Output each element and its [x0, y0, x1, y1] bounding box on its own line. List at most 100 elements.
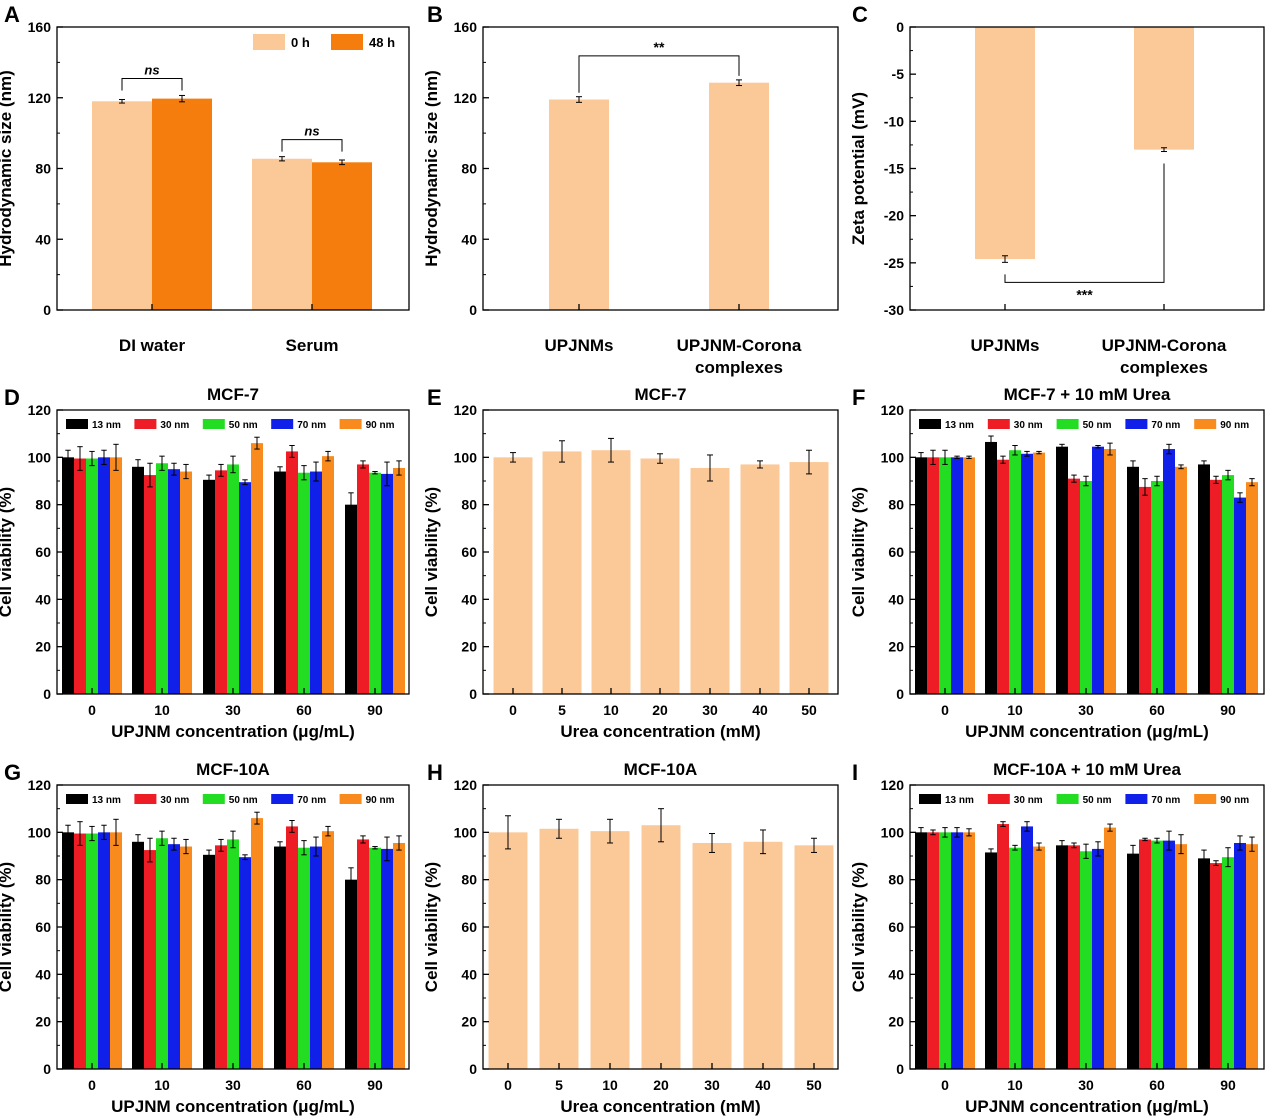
x-category-label: 0 [941, 702, 949, 718]
bar [539, 828, 579, 1069]
y-tick-label: 0 [896, 686, 904, 702]
y-tick-label: 40 [461, 231, 477, 247]
x-category-label: DI water [119, 336, 186, 355]
bar [369, 472, 381, 694]
x-category-label: 30 [225, 1077, 241, 1093]
bar [393, 842, 405, 1069]
y-tick-label: 20 [461, 639, 477, 655]
y-tick-label: 0 [469, 1061, 477, 1077]
bar [1092, 446, 1104, 694]
bar [939, 832, 951, 1069]
bar [310, 846, 322, 1069]
bar [168, 844, 180, 1069]
bar [1139, 486, 1151, 694]
legend-swatch [339, 419, 362, 429]
bar [927, 832, 939, 1069]
bar [590, 831, 630, 1069]
bar [168, 469, 180, 694]
x-category-label: 60 [296, 1077, 312, 1093]
chart-title: MCF-10A [624, 760, 698, 779]
bar [1151, 840, 1163, 1069]
x-category-label: 0 [88, 702, 96, 718]
y-tick-label: 0 [43, 686, 51, 702]
bar [274, 471, 286, 694]
chart-title: MCF-10A [196, 760, 270, 779]
significance-bracket [121, 77, 183, 91]
panel-g: 0 20 40 60 80 100 120 0 10 30 60 90 Cell viability (… [0, 760, 410, 1116]
legend-swatch [919, 419, 941, 429]
bar [1163, 449, 1175, 694]
y-tick-label: 40 [888, 591, 904, 607]
legend-label: 90 nm [1220, 420, 1249, 431]
y-axis-label: Cell viability (%) [0, 862, 15, 992]
x-category-label: 30 [1078, 702, 1094, 718]
significance-label: ** [654, 39, 665, 55]
legend-swatch [271, 419, 294, 429]
panel-letter: F [852, 385, 865, 410]
legend-label: 90 nm [1220, 795, 1249, 806]
bar [98, 457, 110, 694]
x-axis-label: Urea concentration (mM) [560, 722, 760, 741]
x-category-label: 40 [752, 702, 768, 718]
legend-swatch [66, 794, 88, 804]
legend-label: 13 nm [92, 795, 121, 806]
bar [743, 841, 783, 1069]
legend-label: 0 h [291, 35, 310, 50]
panel-i: 0 20 40 60 80 100 120 0 10 30 60 90 Cell viability (… [849, 760, 1265, 1116]
bar [357, 464, 369, 694]
bar [789, 462, 829, 694]
significance-label: *** [1076, 286, 1093, 302]
y-tick-label: 60 [35, 919, 51, 935]
bar [641, 825, 681, 1069]
x-category-label: Serum [286, 336, 339, 355]
y-tick-label: 60 [35, 544, 51, 560]
panel-letter: H [427, 760, 443, 785]
bar [1134, 27, 1194, 150]
y-tick-label: 100 [454, 449, 478, 465]
bar [239, 482, 251, 694]
bar [286, 826, 298, 1069]
bar [1163, 840, 1175, 1069]
bar [1068, 845, 1080, 1069]
bar [369, 847, 381, 1069]
bar [690, 467, 730, 694]
y-tick-label: 0 [896, 19, 904, 35]
x-category-label: 60 [1149, 1077, 1165, 1093]
y-axis-label: Cell viability (%) [0, 487, 15, 617]
legend-swatch [919, 794, 941, 804]
x-category-label: 0 [88, 1077, 96, 1093]
bar [951, 457, 963, 694]
panel-letter: E [427, 385, 442, 410]
y-axis-label: Hydrodynamic size (nm) [0, 70, 15, 267]
y-axis-label: Cell viability (%) [849, 487, 868, 617]
y-tick-label: 120 [28, 90, 52, 106]
bar [985, 852, 997, 1069]
y-tick-label: 60 [888, 919, 904, 935]
x-category-label: 50 [806, 1077, 822, 1093]
legend-label: 30 nm [1014, 420, 1043, 431]
chart-title: MCF-7 [207, 385, 259, 404]
bar [132, 466, 144, 694]
y-tick-label: 40 [461, 966, 477, 982]
significance-bracket [281, 139, 343, 152]
legend-swatch [202, 794, 225, 804]
bar [1246, 844, 1258, 1069]
legend-swatch [66, 419, 88, 429]
bar [274, 846, 286, 1069]
bar [1092, 848, 1104, 1069]
legend-label: 48 h [369, 35, 395, 50]
bar [227, 464, 239, 694]
y-tick-label: 80 [888, 872, 904, 888]
x-category-label: UPJNM-Corona complexes [677, 336, 802, 377]
panel-b: 0 40 80 120 160 UPJNMs UPJNM-Corona complexes Hy… [422, 2, 839, 377]
bar [156, 463, 168, 694]
bar [144, 850, 156, 1069]
bar [203, 854, 215, 1069]
plot-frame [909, 26, 1265, 311]
bar [180, 471, 192, 694]
plot-frame [482, 26, 839, 311]
y-tick-label: 0 [43, 302, 51, 318]
bar [975, 27, 1035, 260]
bar [381, 848, 393, 1069]
